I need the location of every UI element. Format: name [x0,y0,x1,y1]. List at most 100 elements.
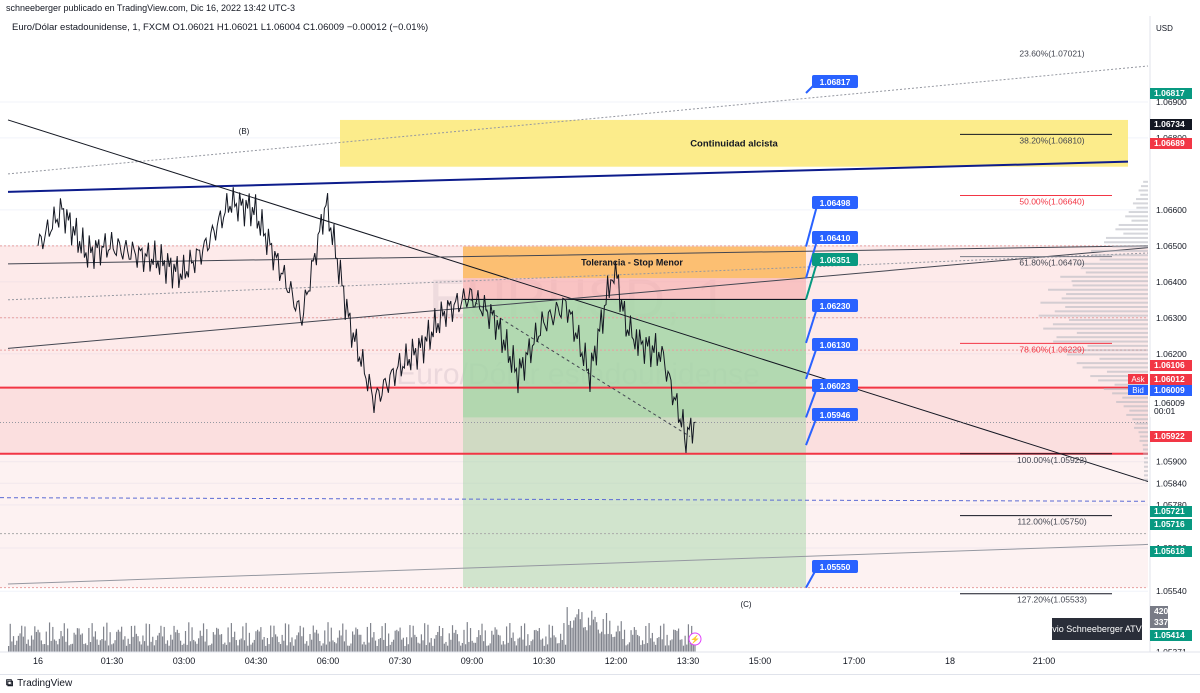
volume-profile-bar [1144,461,1148,464]
volume-bar [668,645,670,652]
price-tick-label: 1.05900 [1156,457,1187,467]
volume-bar [365,644,367,652]
currency-label: USD [1156,24,1173,33]
price-tick-label: 1.05840 [1156,478,1187,488]
volume-bar [91,623,93,652]
volume-bar [550,637,552,652]
volume-bar [473,642,475,652]
volume-bar [242,626,244,652]
volume-bar [39,632,41,652]
price-tag-box[interactable] [812,379,858,392]
tradingview-logo-icon[interactable]: ⧉ [6,678,14,689]
volume-bar [76,628,78,652]
price-tag-label[interactable]: 1.05946 [820,410,851,420]
volume-bar [679,639,681,652]
price-tag-label[interactable]: 1.06351 [820,255,851,265]
volume-bar [520,625,522,652]
volume-profile-bar [1103,388,1148,391]
volume-bar [279,644,282,652]
volume-bar [463,629,465,652]
volume-bar [109,632,111,652]
volume-bar [524,623,526,652]
volume-profile-bar [1136,198,1148,201]
axis-price-tag [1150,138,1192,149]
volume-bar [180,640,182,652]
volume-bar [199,630,201,652]
volume-bar [617,625,619,652]
lightning-icon[interactable] [688,632,702,646]
axis-price-tag-label: 1.05721 [1154,506,1185,516]
price-tag-box[interactable] [812,196,858,209]
price-tag-box[interactable] [812,231,858,244]
volume-bar [183,643,185,652]
volume-bar [402,637,404,652]
volume-bar [592,619,594,652]
price-tag-box[interactable] [812,560,858,573]
volume-bar [671,639,673,652]
volume-bar [656,638,658,652]
price-tag-label[interactable]: 1.05550 [820,562,851,572]
volume-bar [220,634,223,652]
volume-bar [573,620,575,652]
volume-bar [366,626,368,652]
price-tag-label[interactable]: 1.06023 [820,381,851,391]
price-tag-box[interactable] [812,299,858,312]
volume-profile-bar [1142,444,1148,447]
price-tick-label: 1.06800 [1156,133,1187,143]
volume-bar [148,624,151,652]
volume-bar [497,634,499,652]
volume-bar [301,636,303,652]
price-axis[interactable]: USD 1.06900 1.06800 1.06600 1.06500 1.06400 1.… [1128,16,1200,657]
footer-brand[interactable]: TradingView [17,678,73,689]
volume-bar [532,639,534,652]
dashed-blue-line [0,497,1149,502]
volume-bar [486,645,488,652]
price-tag-label[interactable]: 1.06817 [820,77,851,87]
price-tag-label[interactable]: 1.06130 [820,340,851,350]
volume-bar [640,644,642,652]
volume-bar [333,642,336,652]
volume-profile-bar [1099,357,1148,360]
volume-bar [401,639,403,652]
volume-bar [157,635,159,652]
volume-bar [145,623,147,652]
symbol-legend[interactable]: Euro/Dólar estadounidense, 1, FXCM O1.06… [12,22,429,33]
volume-bar [478,630,480,652]
volume-bar [584,626,586,652]
author-badge-bg [1052,618,1142,640]
volume-bar [648,623,650,652]
price-tag-box[interactable] [812,75,858,88]
volume-bar [19,633,21,652]
volume-bar [291,637,293,652]
volume-bar [356,629,359,652]
volume-bar [568,624,570,652]
footer-bar: ⧉ TradingView [0,674,1200,692]
volume-bar [296,635,298,652]
price-tag-box[interactable] [812,408,858,421]
price-tag-label[interactable]: 1.06230 [820,301,851,311]
volume-bar [415,636,418,652]
price-tag-box[interactable] [812,338,858,351]
volume-bar [519,637,521,652]
volume-profile-bar [1040,301,1148,304]
volume-bar [530,641,532,652]
axis-price-tag [1150,385,1192,396]
volume-profile-bar [1143,452,1148,455]
volume-bar [607,633,609,652]
volume-bar [48,622,51,652]
price-tag-label[interactable]: 1.06410 [820,233,851,243]
volume-bar [337,637,339,652]
volume-bar [422,640,424,652]
time-axis[interactable]: 16 01:30 03:00 04:30 06:00 07:30 09:00 10:30 12:… [0,651,1200,674]
ask-chip [1128,374,1148,384]
volume-bar [276,636,278,652]
price-tag-box[interactable] [812,253,858,266]
volume-bar [293,645,295,652]
volume-profile-bar [1123,232,1148,235]
volume-bar [26,643,28,652]
volume-bar [684,635,686,652]
price-tag-label[interactable]: 1.06498 [820,198,851,208]
volume-bar [68,645,70,652]
volume-profile-bar [1129,409,1148,412]
